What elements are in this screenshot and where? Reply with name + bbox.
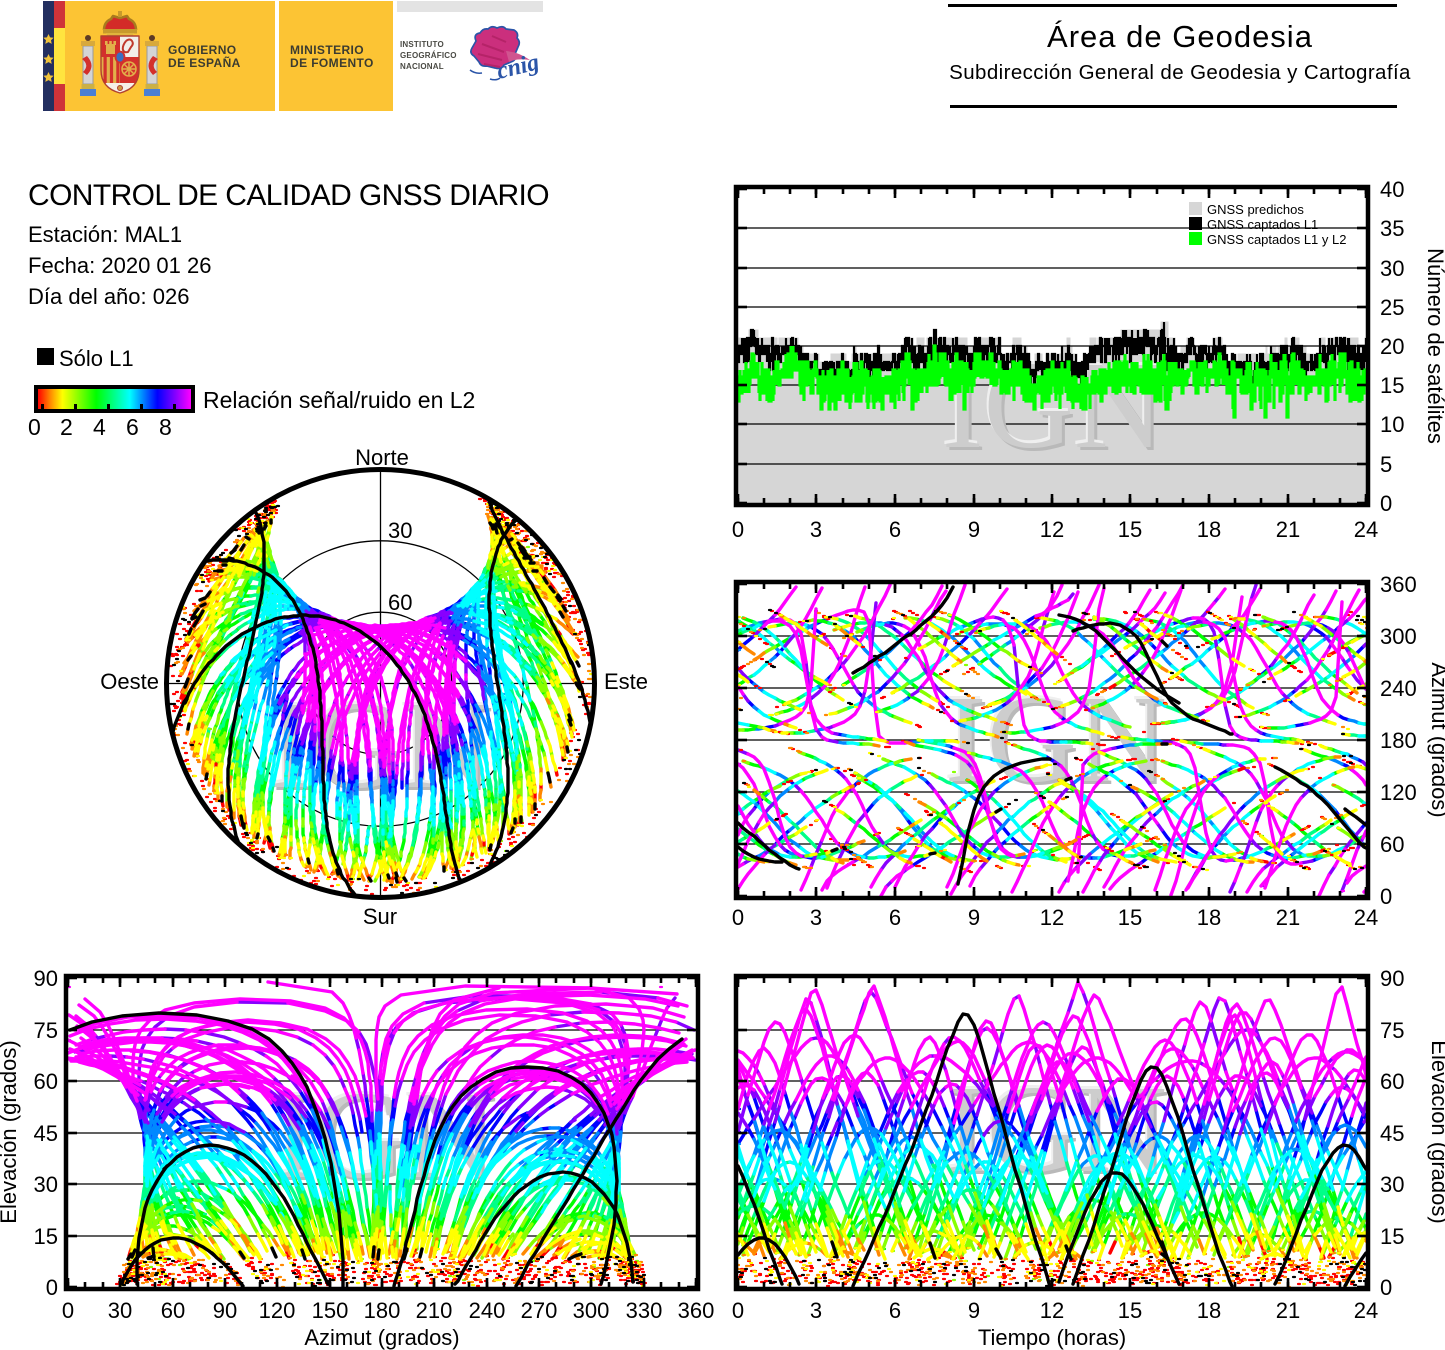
svg-text:35: 35	[1380, 216, 1404, 241]
svg-text:3: 3	[810, 905, 822, 930]
svg-text:15: 15	[1380, 373, 1404, 398]
svg-text:0: 0	[732, 517, 744, 542]
svg-text:0: 0	[732, 1298, 744, 1323]
svg-text:0: 0	[1380, 884, 1392, 909]
svg-text:90: 90	[213, 1298, 237, 1323]
svg-text:Tiempo (horas): Tiempo (horas)	[978, 1325, 1126, 1350]
svg-text:6: 6	[889, 1298, 901, 1323]
svg-text:300: 300	[573, 1298, 610, 1323]
svg-text:270: 270	[521, 1298, 558, 1323]
svg-text:Número de satélites: Número de satélites	[1423, 248, 1445, 444]
svg-text:30: 30	[108, 1298, 132, 1323]
svg-text:30: 30	[1380, 256, 1404, 281]
svg-text:12: 12	[1040, 517, 1064, 542]
svg-text:6: 6	[889, 517, 901, 542]
svg-text:18: 18	[1197, 1298, 1221, 1323]
svg-text:Norte: Norte	[355, 445, 409, 470]
svg-text:21: 21	[1276, 905, 1300, 930]
svg-text:9: 9	[968, 905, 980, 930]
svg-text:3: 3	[810, 1298, 822, 1323]
svg-text:6: 6	[889, 905, 901, 930]
svg-text:18: 18	[1197, 905, 1221, 930]
svg-text:15: 15	[34, 1224, 58, 1249]
svg-text:10: 10	[1380, 412, 1404, 437]
svg-text:24: 24	[1354, 1298, 1378, 1323]
svg-text:60: 60	[161, 1298, 185, 1323]
svg-text:240: 240	[469, 1298, 506, 1323]
svg-text:5: 5	[1380, 452, 1392, 477]
svg-text:9: 9	[968, 1298, 980, 1323]
svg-text:60: 60	[1380, 832, 1404, 857]
svg-text:30: 30	[1380, 1172, 1404, 1197]
svg-text:75: 75	[1380, 1018, 1404, 1043]
svg-text:3: 3	[810, 517, 822, 542]
svg-text:GNSS captados L1: GNSS captados L1	[1207, 217, 1318, 232]
svg-text:15: 15	[1118, 517, 1142, 542]
svg-text:GNSS captados L1 y L2: GNSS captados L1 y L2	[1207, 232, 1346, 247]
svg-text:240: 240	[1380, 676, 1417, 701]
svg-text:0: 0	[1380, 491, 1392, 516]
svg-text:210: 210	[416, 1298, 453, 1323]
svg-text:45: 45	[1380, 1121, 1404, 1146]
svg-text:25: 25	[1380, 295, 1404, 320]
svg-text:60: 60	[388, 590, 412, 615]
svg-text:0: 0	[62, 1298, 74, 1323]
svg-text:15: 15	[1380, 1224, 1404, 1249]
svg-text:Este: Este	[604, 669, 648, 694]
svg-text:Elevación (grados): Elevación (grados)	[0, 1040, 21, 1223]
svg-text:18: 18	[1197, 517, 1221, 542]
svg-text:0: 0	[1380, 1275, 1392, 1300]
svg-text:120: 120	[1380, 780, 1417, 805]
svg-text:360: 360	[678, 1298, 715, 1323]
svg-text:60: 60	[34, 1069, 58, 1094]
svg-text:Elevación (grados): Elevación (grados)	[1427, 1040, 1445, 1223]
svg-text:Sur: Sur	[363, 904, 397, 929]
svg-text:9: 9	[968, 517, 980, 542]
svg-text:0: 0	[732, 905, 744, 930]
svg-text:15: 15	[1118, 1298, 1142, 1323]
svg-text:300: 300	[1380, 624, 1417, 649]
svg-text:75: 75	[34, 1018, 58, 1043]
svg-text:360: 360	[1380, 572, 1417, 597]
svg-text:180: 180	[364, 1298, 401, 1323]
svg-text:15: 15	[1118, 905, 1142, 930]
svg-text:30: 30	[34, 1172, 58, 1197]
svg-text:Oeste: Oeste	[100, 669, 159, 694]
svg-text:40: 40	[1380, 177, 1404, 202]
svg-text:0: 0	[46, 1275, 58, 1300]
svg-text:150: 150	[312, 1298, 349, 1323]
svg-text:330: 330	[626, 1298, 663, 1323]
svg-text:12: 12	[1040, 1298, 1064, 1323]
svg-text:24: 24	[1354, 517, 1378, 542]
svg-text:Azimut (grados): Azimut (grados)	[1427, 662, 1445, 817]
svg-text:180: 180	[1380, 728, 1417, 753]
svg-text:24: 24	[1354, 905, 1378, 930]
svg-text:30: 30	[388, 518, 412, 543]
svg-text:45: 45	[34, 1121, 58, 1146]
svg-text:60: 60	[1380, 1069, 1404, 1094]
svg-text:Azimut (grados): Azimut (grados)	[304, 1325, 459, 1350]
svg-text:21: 21	[1276, 1298, 1300, 1323]
svg-text:GNSS predichos: GNSS predichos	[1207, 202, 1304, 217]
svg-text:120: 120	[259, 1298, 296, 1323]
svg-text:12: 12	[1040, 905, 1064, 930]
svg-text:90: 90	[1380, 966, 1404, 991]
svg-text:21: 21	[1276, 517, 1300, 542]
svg-text:20: 20	[1380, 334, 1404, 359]
svg-text:90: 90	[34, 966, 58, 991]
